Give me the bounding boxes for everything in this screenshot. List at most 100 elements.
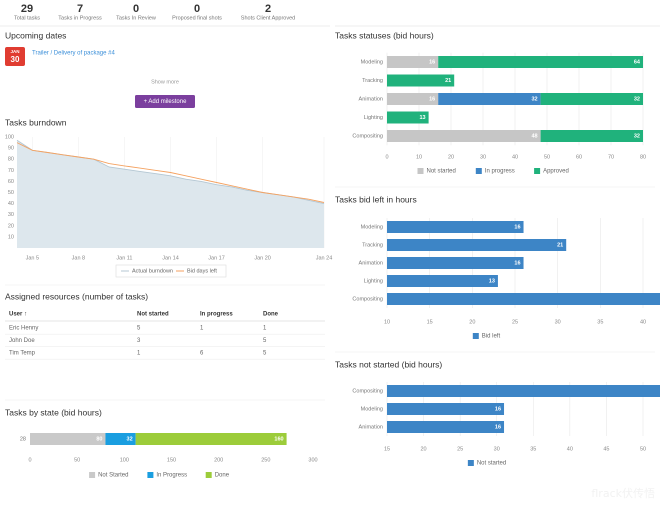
table-cell: 5 (137, 326, 141, 332)
x-tick-label: Jan 24 (316, 255, 333, 261)
y-tick-label: 70 (8, 168, 14, 174)
table-header: Not started (137, 312, 169, 318)
legend-swatch (475, 168, 482, 174)
y-tick-label: Tracking (362, 78, 383, 84)
x-tick-label: 25 (512, 319, 518, 325)
bar (387, 93, 439, 105)
x-tick-label: 250 (261, 457, 270, 463)
legend-swatch (89, 472, 96, 478)
x-tick-label: 50 (544, 154, 550, 160)
legend-label: Bid left (482, 334, 501, 340)
x-tick-label: 30 (480, 154, 486, 160)
bar-value-label: 16 (429, 96, 435, 102)
legend-swatch (205, 472, 212, 478)
bar-value-label: 64 (634, 59, 641, 65)
x-tick-label: 20 (448, 154, 454, 160)
x-tick-label: 300 (308, 457, 317, 463)
legend-label: In progress (485, 169, 515, 175)
legend-swatch (534, 168, 541, 174)
bar-value-label: 21 (445, 78, 451, 84)
x-tick-label: Jan 5 (26, 255, 39, 261)
x-tick-label: Jan 20 (254, 255, 271, 261)
x-tick-label: Jan 17 (208, 255, 225, 261)
x-tick-label: 0 (385, 154, 388, 160)
x-tick-label: 20 (469, 319, 475, 325)
button-label[interactable]: + Add milestone (144, 99, 188, 105)
y-tick-label: Lighting (364, 278, 383, 284)
y-tick-label: 100 (5, 134, 14, 140)
bar-value-label: 32 (634, 133, 640, 139)
x-tick-label: 60 (576, 154, 582, 160)
section-title: Upcoming dates (5, 30, 66, 40)
y-tick-label: Animation (359, 424, 383, 430)
area (17, 140, 324, 248)
bar-value-label: 13 (489, 278, 495, 284)
stat-value: 2 (265, 3, 271, 15)
legend-swatch (472, 333, 479, 339)
stat-label: Tasks In Review (116, 15, 156, 21)
x-tick-label: 15 (384, 446, 390, 452)
bar (387, 239, 567, 251)
table-cell: John Doe (9, 338, 35, 344)
legend-label: In Progress (156, 473, 187, 479)
stat-label: Total tasks (14, 15, 40, 21)
legend-label: Done (215, 473, 230, 479)
legend-label: Not started (477, 461, 506, 467)
y-tick-label: 50 (8, 190, 14, 196)
chart-title: Tasks statuses (bid hours) (335, 30, 434, 40)
y-tick-label: 80 (8, 157, 14, 163)
add-milestone-button[interactable] (135, 95, 195, 108)
bar (135, 433, 287, 445)
calendar-month: JAN (10, 49, 19, 54)
x-tick-label: 200 (214, 457, 223, 463)
table-cell: 1 (200, 326, 204, 332)
chart-title: Tasks by state (bid hours) (5, 407, 102, 417)
x-tick-label: 25 (457, 446, 463, 452)
bar (387, 403, 505, 415)
x-tick-label: 40 (640, 319, 646, 325)
bar (30, 433, 106, 445)
y-tick-label: 60 (8, 179, 14, 185)
y-tick-label: 20 (8, 223, 14, 229)
legend-label: Approved (543, 169, 569, 175)
x-tick-label: 45 (603, 446, 609, 452)
legend-swatch (147, 472, 154, 478)
x-tick-label: 15 (427, 319, 433, 325)
bar-value-label: 21 (557, 242, 563, 248)
x-tick-label: 80 (640, 154, 646, 160)
x-tick-label: 50 (74, 457, 80, 463)
legend-label: Bid days left (187, 268, 217, 274)
table-cell: 1 (263, 326, 267, 332)
y-tick-label: 30 (8, 212, 14, 218)
stat-value: 0 (133, 3, 139, 15)
x-tick-label: 10 (416, 154, 422, 160)
bar (438, 93, 541, 105)
bar-value-label: 13 (419, 115, 425, 121)
bar (387, 385, 660, 397)
show-more[interactable]: Show more (151, 79, 179, 85)
y-tick-label: 90 (8, 146, 14, 152)
bar (387, 257, 524, 269)
bar-value-label: 16 (514, 224, 520, 230)
x-tick-label: Jan 11 (116, 255, 132, 261)
milestone-link[interactable]: Trailer / Delivery of package #4 (32, 51, 115, 57)
table-cell: 6 (200, 351, 204, 357)
table-header: Done (263, 312, 279, 318)
bar (387, 74, 455, 87)
y-tick-label: Animation (359, 260, 383, 266)
legend-label: Actual burndown (132, 268, 173, 274)
x-tick-label: 70 (608, 154, 614, 160)
resources-table: User ↑ Not started In progress Done Eric Hen… (5, 312, 325, 360)
table-cell: 5 (263, 338, 267, 344)
bar-value-label: 16 (429, 59, 435, 65)
y-tick-label: Modeling (361, 59, 383, 65)
stat-label: Proposed final shots (172, 15, 222, 21)
x-tick-label: Jan 8 (72, 255, 85, 261)
x-tick-label: 30 (494, 446, 500, 452)
bar-value-label: 48 (531, 133, 537, 139)
y-tick-label: 10 (8, 234, 14, 240)
y-tick-label: Compositing (352, 296, 383, 302)
legend-label: Not Started (98, 473, 128, 479)
bar (387, 56, 439, 68)
